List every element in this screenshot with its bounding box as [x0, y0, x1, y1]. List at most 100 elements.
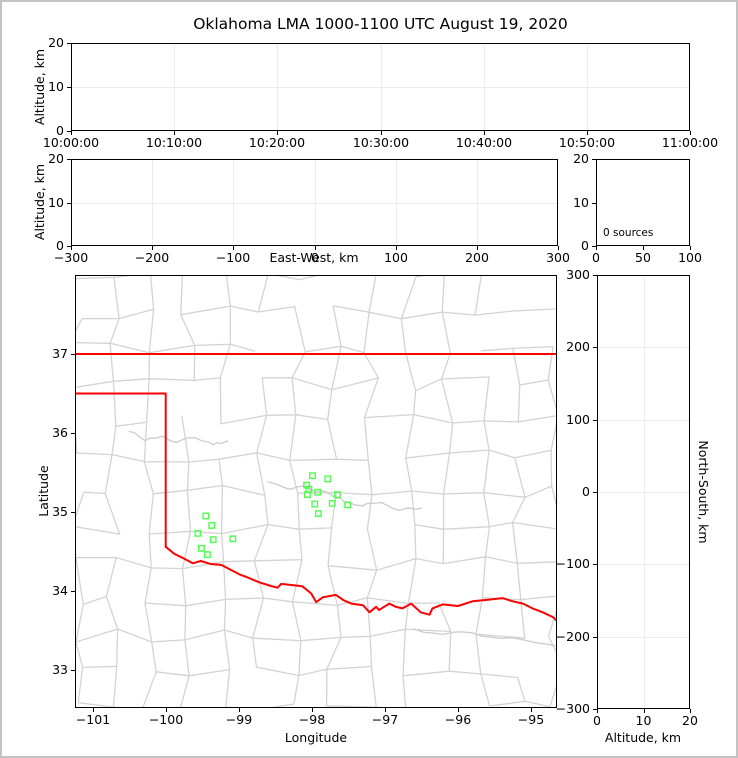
- x-tick-label: −100: [148, 712, 184, 727]
- y-tick-mark: [593, 347, 597, 349]
- lma-station-marker: [314, 510, 322, 518]
- y-tick-label: 20: [48, 151, 64, 166]
- river-boundary: [413, 628, 556, 647]
- x-tick-label: 10:20:00: [248, 135, 306, 150]
- y-tick-label: 20: [48, 35, 64, 50]
- x-tick-mark: [152, 246, 153, 250]
- x-tick-label: 50: [635, 250, 651, 265]
- y-tick-mark: [67, 246, 71, 247]
- x-tick-label: 10:50:00: [558, 135, 616, 150]
- lma-station-marker: [194, 529, 202, 537]
- xlabel-altitude-ns-panel: Altitude, km: [604, 730, 682, 745]
- x-tick-mark: [174, 131, 175, 135]
- y-tick-mark: [71, 512, 75, 513]
- panel-northsouth-altitude: [597, 275, 690, 709]
- xlabel-longitude: Longitude: [284, 730, 348, 745]
- map-canvas: [76, 276, 556, 707]
- x-tick-label: −99: [225, 712, 253, 727]
- x-tick-label: 100: [384, 250, 408, 265]
- x-tick-mark: [484, 131, 485, 135]
- y-tick-label: 0: [56, 123, 64, 138]
- x-tick-label: −96: [444, 712, 472, 727]
- y-tick-label: 300: [566, 267, 590, 282]
- x-tick-mark: [239, 708, 240, 712]
- y-tick-label: −300: [555, 701, 590, 716]
- y-tick-label: 200: [566, 339, 590, 355]
- lma-station-marker: [197, 544, 205, 552]
- x-tick-label: 11:00:00: [661, 135, 719, 150]
- x-tick-mark: [558, 246, 559, 250]
- y-tick-label: 36: [52, 425, 68, 440]
- source-count-annotation: 0 sources: [603, 227, 654, 239]
- lma-station-marker: [314, 488, 322, 496]
- x-tick-mark: [458, 708, 459, 712]
- x-tick-label: −97: [371, 712, 399, 727]
- x-tick-label: 0: [592, 250, 600, 265]
- lma-station-marker: [303, 491, 311, 499]
- x-tick-mark: [690, 709, 691, 713]
- x-tick-label: 10:40:00: [455, 135, 513, 150]
- x-tick-mark: [643, 709, 645, 713]
- x-tick-label: 300: [546, 250, 570, 265]
- y-tick-mark: [71, 591, 75, 592]
- lma-station-marker: [202, 512, 210, 520]
- gridline-horizontal: [598, 564, 689, 566]
- gridline-horizontal: [598, 636, 689, 638]
- x-tick-mark: [690, 131, 691, 135]
- y-tick-mark: [593, 636, 597, 638]
- y-tick-label: −200: [555, 628, 590, 644]
- figure-title: Oklahoma LMA 1000-1100 UTC August 19, 20…: [193, 15, 568, 33]
- x-tick-mark: [166, 708, 167, 712]
- x-tick-label: −100: [215, 250, 251, 265]
- x-tick-label: −95: [517, 712, 545, 727]
- y-tick-label: 20: [573, 151, 589, 166]
- x-tick-mark: [233, 246, 234, 250]
- x-tick-label: −200: [134, 250, 170, 265]
- y-tick-label: 37: [52, 346, 68, 361]
- y-tick-mark: [67, 131, 71, 132]
- y-tick-mark: [593, 564, 597, 566]
- y-tick-label: 35: [52, 504, 68, 519]
- y-tick-mark: [592, 246, 596, 247]
- panel-time-altitude: [71, 43, 690, 131]
- y-tick-mark: [593, 709, 597, 710]
- x-tick-label: −300: [53, 250, 89, 265]
- y-tick-mark: [67, 43, 71, 44]
- x-tick-label: −101: [75, 712, 111, 727]
- xlabel-east-west: East-West, km: [269, 250, 359, 265]
- y-tick-label: 0: [582, 484, 590, 499]
- y-tick-label: 33: [52, 662, 68, 677]
- x-tick-label: 10:10:00: [145, 135, 203, 150]
- river-boundary: [128, 430, 229, 446]
- y-tick-mark: [67, 159, 71, 160]
- river-boundary: [267, 481, 423, 512]
- y-tick-mark: [592, 159, 596, 160]
- y-tick-label: −100: [555, 556, 590, 572]
- gridline-horizontal: [598, 492, 689, 493]
- x-tick-label: 0: [311, 250, 319, 265]
- x-tick-mark: [71, 246, 72, 250]
- y-tick-mark: [67, 87, 71, 88]
- x-tick-mark: [643, 246, 644, 250]
- x-tick-label: 20: [682, 713, 698, 728]
- y-tick-mark: [593, 492, 597, 493]
- lma-station-marker: [344, 501, 352, 509]
- x-tick-label: 0: [593, 713, 601, 728]
- lma-station-marker: [333, 491, 341, 499]
- gridline-horizontal: [72, 87, 689, 88]
- lma-station-marker: [203, 551, 211, 559]
- y-tick-mark: [593, 419, 597, 421]
- lma-station-marker: [309, 472, 317, 480]
- x-tick-label: −98: [298, 712, 326, 727]
- x-tick-mark: [385, 708, 386, 712]
- y-tick-mark: [71, 670, 75, 671]
- x-tick-mark: [277, 131, 278, 135]
- lma-station-marker: [229, 535, 237, 543]
- county-boundaries: [76, 276, 556, 707]
- x-tick-mark: [587, 131, 588, 135]
- y-tick-label: 10: [573, 194, 589, 210]
- panel-eastwest-altitude: [71, 159, 558, 246]
- lma-station-marker: [311, 500, 319, 508]
- x-tick-mark: [396, 246, 397, 250]
- lma-station-marker: [328, 499, 336, 507]
